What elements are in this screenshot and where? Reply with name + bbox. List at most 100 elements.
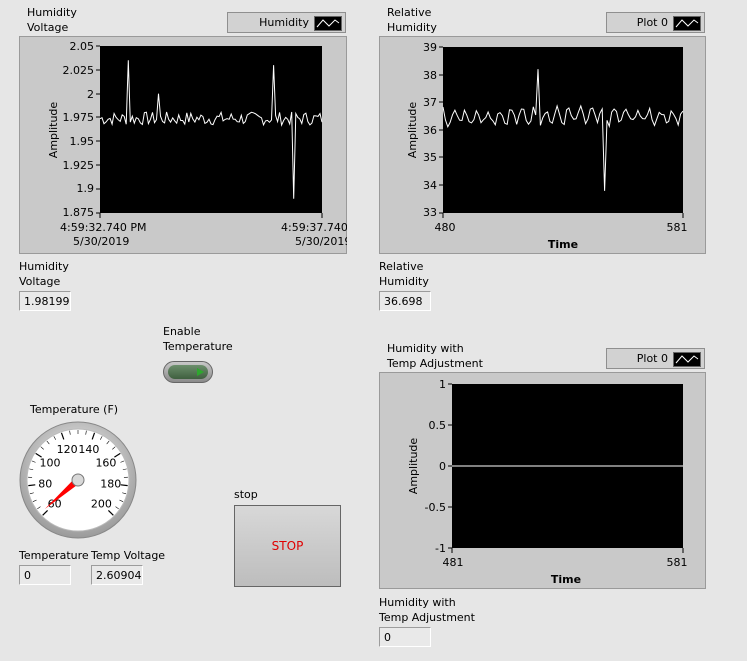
relative-humidity-plot-legend[interactable]: Plot 0 [606, 12, 705, 33]
relative-humidity-indicator: 36.698 [379, 291, 431, 311]
temp-voltage-indicator-label: Temp Voltage [91, 549, 166, 562]
y-tick-label: 1.925 [63, 159, 95, 172]
gauge-tick [114, 452, 121, 458]
humidity-voltage-plot-legend[interactable]: Humidity [227, 12, 346, 33]
line-style-icon [673, 352, 701, 367]
humidity-voltage-trace [99, 60, 323, 199]
y-tick-label: 36 [423, 124, 437, 137]
y-tick-label: 37 [423, 96, 437, 109]
y-tick-label: 33 [423, 206, 437, 219]
gauge-tick [99, 436, 103, 440]
play-indicator-icon [197, 368, 204, 376]
gauge-tick-label: 120 [57, 443, 78, 456]
temp-voltage-indicator: 2.60904 [91, 565, 143, 585]
temperature-indicator-label: Temperature [19, 549, 89, 562]
gauge-tick [85, 430, 87, 435]
y-tick-label: 2 [87, 88, 94, 101]
y-tick-label: 38 [423, 69, 437, 82]
gauge-tick-label: 180 [100, 478, 121, 491]
humidity-voltage-chart-label: Humidity Voltage [27, 6, 77, 34]
line-style-icon [314, 16, 342, 31]
y-tick-label: 0.5 [429, 419, 447, 432]
y-tick-label: 35 [423, 151, 437, 164]
gauge-tick [42, 509, 49, 516]
gauge-tick-label: 100 [40, 456, 61, 469]
x-start-time: 4:59:32.740 PM [60, 221, 147, 234]
gauge-tick-marks [28, 430, 128, 516]
gauge-tick [112, 446, 116, 450]
gauge-tick-label: 80 [38, 478, 52, 491]
gauge-tick-label: 200 [91, 497, 112, 510]
relative-humidity-trace [442, 69, 684, 191]
gauge-tick [40, 446, 44, 450]
gauge-tick [31, 460, 36, 463]
gauge-tick [119, 499, 124, 502]
gauge-tick [69, 430, 71, 435]
relative-humidity-chart: Amplitude 39 38 37 36 35 34 33 480 581 T… [379, 36, 706, 254]
gauge-tick [106, 440, 110, 445]
gauge-tick [115, 506, 119, 510]
humidity-voltage-chart: Amplitude 2.05 2.025 2 1.975 1.95 1.925 … [19, 36, 347, 254]
gauge-needle [44, 477, 81, 509]
gauge-tick-label: 140 [78, 443, 99, 456]
legend-label: Plot 0 [636, 352, 668, 365]
gauge-tick [29, 492, 34, 495]
plot-area [443, 47, 683, 213]
gauge-tick [32, 499, 37, 502]
relative-humidity-indicator-label: Relative Humidity [379, 260, 429, 288]
humidity-temp-adj-plot-legend[interactable]: Plot 0 [606, 348, 705, 369]
legend-label: Plot 0 [636, 16, 668, 29]
x-axis-label: Time [551, 573, 581, 586]
y-axis-label: Amplitude [47, 102, 60, 159]
humidity-temp-adj-chart-label: Humidity with Temp Adjustment [387, 342, 483, 370]
plot-area [100, 46, 322, 213]
x-tick-label: 481 [443, 556, 464, 569]
gauge-tick [122, 492, 127, 495]
x-tick-label: 480 [435, 221, 456, 234]
stop-button[interactable]: STOP [234, 505, 341, 587]
y-ticks: 2.05 2.025 2 1.975 1.95 1.925 1.9 1.875 [63, 40, 100, 219]
gauge-tick [28, 484, 36, 487]
y-tick-label: 1.875 [63, 206, 95, 219]
temperature-indicator: 0 [19, 565, 71, 585]
gauge-tick-label: 60 [48, 497, 62, 510]
x-tick-label: 581 [667, 556, 688, 569]
gauge-tick [91, 432, 96, 440]
y-tick-label: 2.05 [70, 40, 95, 53]
gauge-tick [60, 432, 65, 440]
gauge-tick [37, 506, 41, 510]
y-tick-label: 2.025 [63, 64, 95, 77]
enable-temperature-toggle[interactable] [163, 361, 213, 383]
x-tick-label: 581 [667, 221, 688, 234]
y-axis-label: Amplitude [406, 102, 419, 159]
x-end-date: 5/30/2019 [295, 235, 347, 248]
gauge-tick [120, 484, 128, 487]
y-tick-label: -1 [435, 542, 446, 555]
y-axis-label: Amplitude [407, 438, 420, 495]
gauge-tick [46, 440, 50, 445]
enable-temperature-label: Enable Temperature [163, 325, 233, 353]
stop-label: stop [234, 488, 258, 501]
gauge-tick [53, 436, 57, 440]
y-tick-label: 1.95 [70, 135, 95, 148]
x-start-date: 5/30/2019 [73, 235, 129, 248]
relative-humidity-chart-label: Relative Humidity [387, 6, 437, 34]
x-axis-label: Time [548, 238, 578, 251]
y-tick-label: 0 [439, 460, 446, 473]
temperature-gauge-label: Temperature (F) [30, 403, 119, 416]
y-tick-label: 34 [423, 179, 437, 192]
gauge-tick [107, 509, 114, 516]
humidity-voltage-indicator: 1.98199 [19, 291, 71, 311]
gauge-tick [35, 452, 42, 458]
y-tick-label: 39 [423, 41, 437, 54]
humidity-voltage-indicator-label: Humidity Voltage [19, 260, 69, 288]
y-tick-label: -0.5 [425, 501, 446, 514]
line-style-icon [673, 16, 701, 31]
gauge-tick [122, 468, 127, 471]
humidity-temp-adj-indicator: 0 [379, 627, 431, 647]
x-end-time: 4:59:37.740 P [281, 221, 347, 234]
legend-label: Humidity [259, 16, 309, 29]
gauge-tick [29, 468, 34, 471]
